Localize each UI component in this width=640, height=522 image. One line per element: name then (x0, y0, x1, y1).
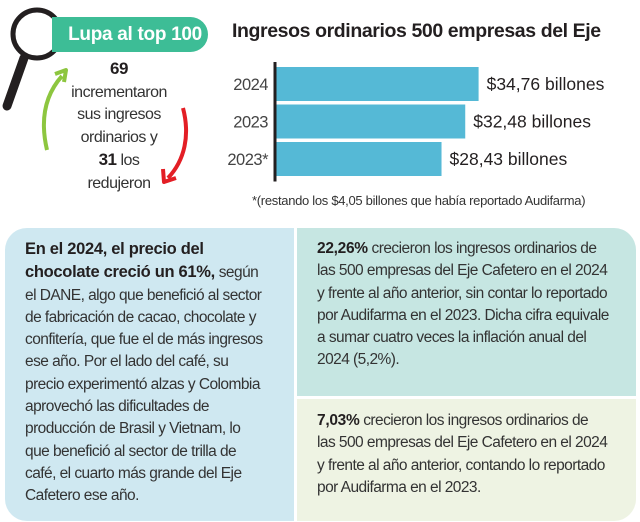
bar-2024 (275, 67, 479, 101)
body-text: las 500 empresas del Eje Cafetero en el … (317, 434, 608, 452)
body-text: el DANE, algo que benefició al sector (25, 286, 262, 304)
growth-without-audifarma-box: 22,26% crecieron los ingresos ordinarios… (297, 228, 636, 396)
text-line: producción de Brasil y Vietnam, lo (25, 418, 294, 440)
text-line: En el 2024, el precio del (25, 238, 294, 261)
body-text: confitería, que fue el de más ingresos (25, 331, 263, 349)
body-text: café, el cuarto más grande del Eje (25, 464, 242, 482)
summary-line: ordinarios y (80, 128, 158, 146)
text-line: aprovechó las dificultades de (25, 396, 294, 418)
decreased-count: 31 (98, 150, 117, 169)
text-line: por Audifarma en el 2023. Dicha cifra eq… (317, 305, 636, 327)
chocolate-cafe-box: En el 2024, el precio del chocolate creci… (5, 228, 294, 521)
chart-title: Ingresos ordinarios 500 empresas del Eje (232, 20, 601, 42)
bar-2023 (275, 104, 466, 139)
arrow-down-icon (161, 107, 188, 184)
increased-count: 69 (110, 59, 128, 78)
arrow-up-icon (41, 68, 68, 151)
badge-lupa-top-100: Lupa al top 100 (52, 17, 208, 52)
highlight-text: chocolate creció un 61%, (25, 263, 215, 282)
bar-chart: 2024 $34,76 billones 2023 $32,48 billones 20… (227, 62, 605, 182)
body-text: a sumar cuatro veces la inflación anual … (317, 329, 587, 347)
text-line: el DANE, algo que benefició al sector (25, 285, 294, 307)
text-line: 22,26% crecieron los ingresos ordinarios… (317, 238, 636, 260)
summary-line: sus ingresos (77, 106, 161, 123)
text-line: precio experimentó alzas y Colombia (25, 374, 294, 396)
body-text: aprovechó las dificultades de (25, 398, 210, 416)
body-text: de fabricación de cacao, chocolate y (25, 308, 257, 326)
top100-summary: 69 incrementaron sus ingresos ordinarios… (58, 58, 180, 195)
highlight-text: 7,03% (317, 412, 360, 429)
text-line: por Audifarma en el 2023. (317, 477, 636, 499)
text-line: a sumar cuatro veces la inflación anual … (317, 327, 636, 349)
text-line: confitería, que fue el de más ingresos (25, 329, 294, 351)
data-label: $28,43 billones (450, 149, 568, 169)
body-text: las 500 empresas del Eje Cafetero en el … (317, 262, 608, 280)
body-text: que benefició al sector de trilla de (25, 442, 237, 460)
data-label: $34,76 billones (487, 74, 605, 94)
body-text: según (214, 264, 259, 282)
body-text: ese año. Por el lado del café, su (25, 353, 229, 371)
category-label: 2024 (233, 76, 268, 94)
text-line: ese año. Por el lado del café, su (25, 351, 294, 373)
body-text: por Audifarma en el 2023. (317, 478, 481, 496)
growth-with-audifarma-box: 7,03% crecieron los ingresos ordinarios … (297, 399, 636, 521)
text-line: las 500 empresas del Eje Cafetero en el … (317, 432, 636, 454)
text-line: 7,03% crecieron los ingresos ordinarios … (317, 410, 636, 432)
summary-line: redujeron (87, 174, 151, 192)
body-text: y frente al año anterior, contando lo re… (317, 456, 605, 474)
body-text: precio experimentó alzas y Colombia (25, 375, 260, 393)
text-line: que benefició al sector de trilla de (25, 441, 294, 463)
highlight-text: En el 2024, el precio del (25, 240, 204, 258)
text-line: 2024 (5,2%). (317, 349, 636, 371)
body-text: por Audifarma en el 2023. Dicha cifra eq… (317, 306, 609, 324)
bar-2023* (275, 142, 442, 176)
text-line: chocolate creció un 61%, según (25, 261, 294, 284)
category-label: 2023 (233, 114, 268, 132)
text-line: café, el cuarto más grande del Eje (25, 463, 294, 485)
body-text: crecieron los ingresos ordinarios de (359, 412, 589, 429)
text-line: Cafetero ese año. (25, 485, 294, 507)
body-text: crecieron los ingresos ordinarios de (367, 240, 597, 257)
text-line: y frente al año anterior, contando lo re… (317, 455, 636, 477)
body-text: 2024 (5,2%). (317, 351, 400, 369)
body-text: y frente al año anterior, sin contar lo … (317, 284, 608, 302)
data-label: $32,48 billones (473, 112, 591, 132)
chart-footnote: *(restando los $4,05 billones que había … (252, 193, 586, 208)
body-text: Cafetero ese año. (25, 487, 139, 505)
text-line: de fabricación de cacao, chocolate y (25, 307, 294, 329)
category-label: 2023* (227, 151, 269, 169)
highlight-text: 22,26% (317, 240, 368, 257)
text-line: y frente al año anterior, sin contar lo … (317, 283, 636, 305)
summary-line: los (116, 152, 140, 169)
text-line: las 500 empresas del Eje Cafetero en el … (317, 260, 636, 282)
body-text: producción de Brasil y Vietnam, lo (25, 420, 241, 438)
summary-line: incrementaron (71, 83, 167, 101)
